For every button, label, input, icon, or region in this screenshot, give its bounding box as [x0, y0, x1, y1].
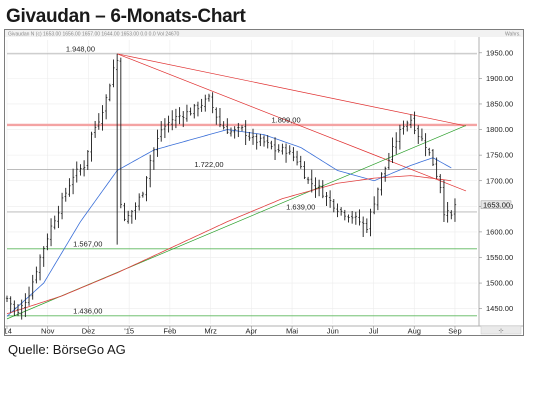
- level-labels: 1.948,00 1.809,00 1.722,00 1.639,00 1.567,00…: [66, 44, 316, 315]
- last-price-box: [480, 200, 512, 210]
- source-label: Quelle: BörseGo AG: [8, 342, 126, 357]
- grid: [6, 40, 477, 324]
- y-axis-tick-label: 1950.00: [486, 48, 513, 57]
- y-axis-tick-label: 1600.00: [486, 227, 513, 236]
- x-axis-tick-label: Aug: [408, 327, 421, 336]
- last-price-marker: 1653.00: [480, 200, 512, 210]
- y-axis: 1450.001500.001550.001600.001650.001700.…: [479, 48, 513, 313]
- level-label: 1.567,00: [73, 239, 102, 248]
- trend-line: [117, 53, 467, 127]
- expand-button[interactable]: ⊹: [480, 325, 522, 335]
- x-axis-tick-label: Apr: [246, 327, 258, 336]
- x-axis-tick-label: Sep: [448, 327, 461, 336]
- y-axis-tick-label: 1700.00: [486, 176, 513, 185]
- x-axis-tick-label: Dez: [82, 327, 96, 336]
- moving-averages: [6, 129, 452, 317]
- chart-title: Givaudan – 6-Monats-Chart: [6, 6, 246, 27]
- price-bars: [5, 53, 457, 320]
- y-axis-tick-label: 1550.00: [486, 253, 513, 262]
- x-axis-tick-label: Jul: [369, 327, 379, 336]
- level-label: 1.722,00: [194, 160, 223, 169]
- level-label: 1.948,00: [66, 44, 95, 53]
- y-axis-tick-label: 1500.00: [486, 279, 513, 288]
- y-axis-tick-label: 1800.00: [486, 125, 513, 134]
- x-axis-tick-label: '14: [5, 327, 12, 336]
- price-chart[interactable]: Givaudan N (c) 1653.00 1656.00 1657.00 1…: [2, 30, 523, 336]
- y-axis-tick-label: 1900.00: [486, 74, 513, 83]
- header-strip-text: Givaudan N (c) 1653.00 1656.00 1657.00 1…: [8, 32, 179, 38]
- x-axis-tick-label: Nov: [41, 327, 55, 336]
- last-price-label: 1653.00: [483, 200, 510, 209]
- trend-lines: [6, 53, 467, 320]
- moving-average-line: [6, 129, 452, 317]
- level-label: 1.436,00: [73, 306, 102, 315]
- x-axis-tick-label: '15: [124, 327, 134, 336]
- x-axis-tick-label: Jun: [327, 327, 339, 336]
- moving-average-line: [6, 175, 452, 315]
- y-axis-tick-label: 1450.00: [486, 304, 513, 313]
- chart-frame: Givaudan N (c) 1653.00 1656.00 1657.00 1…: [2, 29, 524, 336]
- x-axis-tick-label: Mai: [286, 327, 298, 336]
- x-axis: '14 Nov Dez '15 Feb Mrz Apr Mai Jun Jul Aug Sep: [2, 326, 462, 336]
- x-axis-tick-label: Mrz: [204, 327, 217, 336]
- level-label: 1.639,00: [286, 202, 315, 211]
- y-axis-tick-label: 1750.00: [486, 151, 513, 160]
- header-strip-right-text: Wahrs.: [505, 32, 521, 38]
- level-label: 1.809,00: [271, 115, 300, 124]
- y-axis-tick-label: 1850.00: [486, 100, 513, 109]
- x-axis-tick-label: Feb: [163, 327, 176, 336]
- trend-line: [117, 53, 467, 192]
- horizontal-levels: [7, 53, 477, 317]
- svg-text:⊹: ⊹: [498, 328, 503, 335]
- header-strip: [5, 30, 523, 37]
